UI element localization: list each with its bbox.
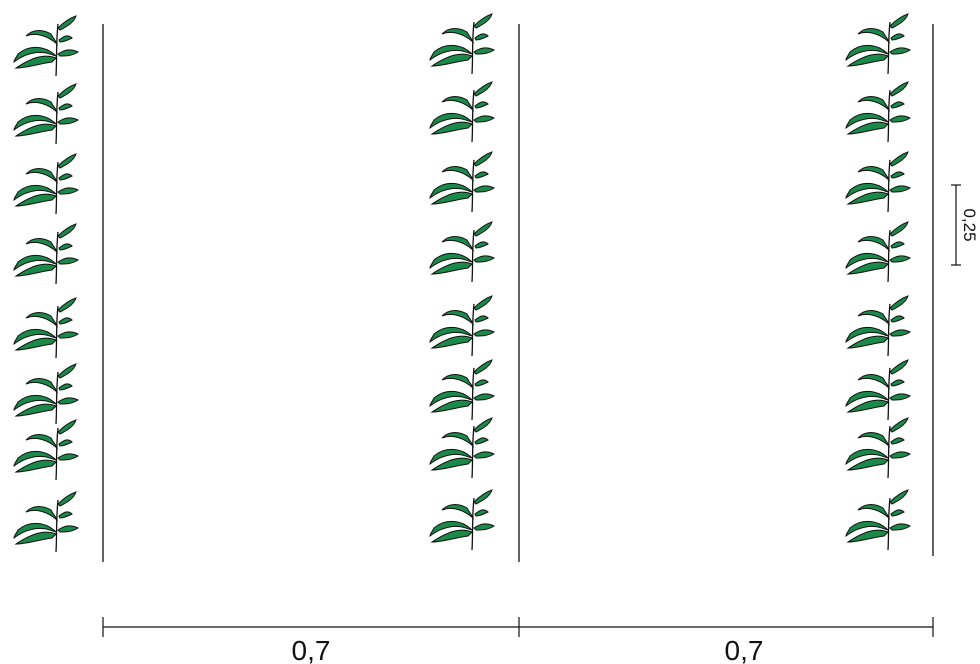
plant-icon (13, 297, 79, 359)
plant-icon (429, 221, 495, 283)
plant-icon (13, 15, 79, 77)
plant-icon (13, 491, 79, 553)
plant-icon (13, 223, 79, 285)
plant-icon (13, 419, 79, 481)
plant-spacing-dimension: 0,25 (951, 184, 979, 266)
plant-icon (845, 359, 911, 421)
plant-icon (845, 81, 911, 143)
plant-icon (429, 81, 495, 143)
plant-row-2 (429, 13, 495, 551)
plant-icon (13, 153, 79, 215)
plant-icon (845, 417, 911, 479)
plant-icon (845, 295, 911, 357)
plant-row-3 (845, 13, 911, 551)
plant-icon (429, 295, 495, 357)
plant-icon (845, 151, 911, 213)
plant-icon (845, 489, 911, 551)
row-spacing-dimension: 0,7 0,7 (102, 617, 934, 664)
plant-icon (13, 83, 79, 145)
row-spacing-label-left: 0,7 (292, 635, 331, 664)
plant-icon (429, 359, 495, 421)
row-spacing-label-right: 0,7 (725, 635, 764, 664)
plant-icon (845, 221, 911, 283)
plant-spacing-label: 0,25 (960, 208, 979, 241)
plant-icon (429, 13, 495, 75)
plant-icon (13, 363, 79, 425)
plant-icon (429, 151, 495, 213)
plant-icon (429, 489, 495, 551)
plant-icon (845, 13, 911, 75)
plant-icon (429, 417, 495, 479)
plant-row-1 (13, 15, 79, 553)
